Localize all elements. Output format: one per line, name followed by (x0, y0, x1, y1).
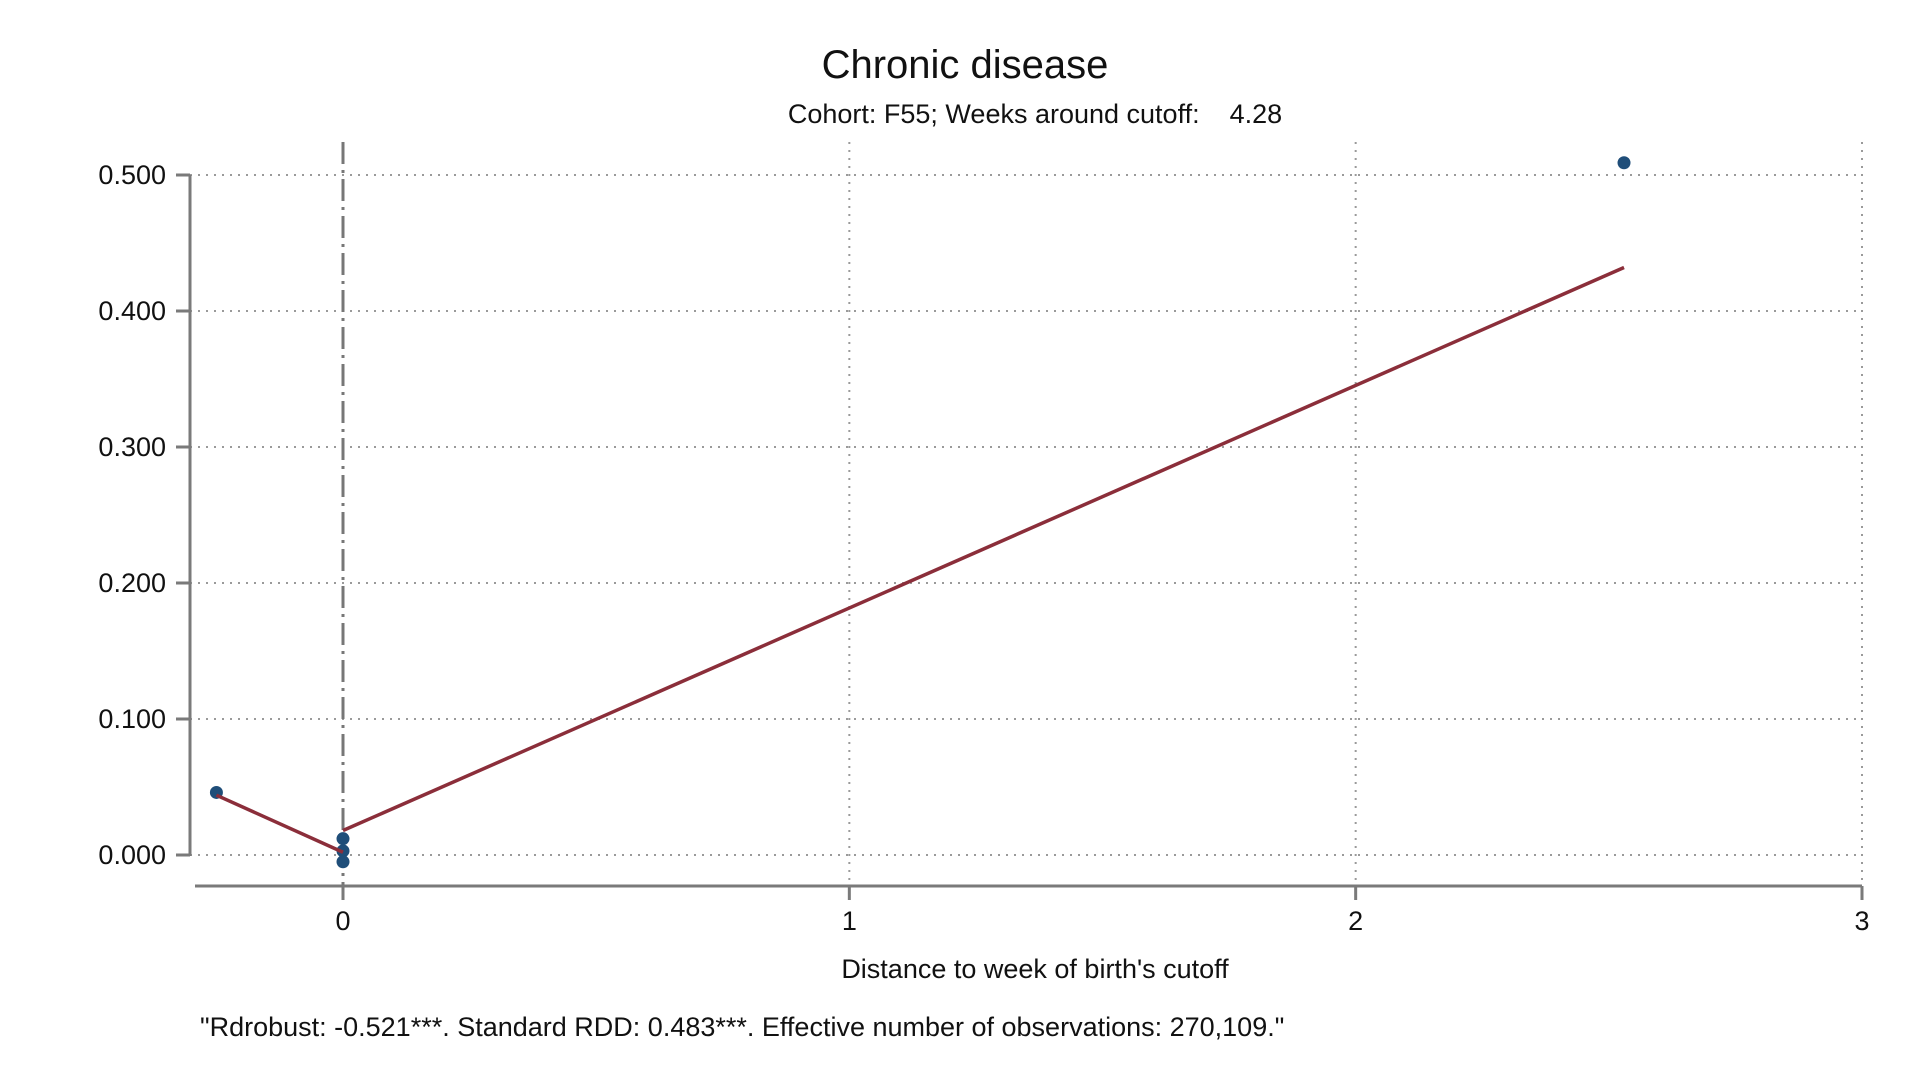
fit-line (342, 265, 1625, 833)
y-tick-label: 0.500 (98, 160, 166, 190)
grid-layer (190, 142, 1863, 886)
fit-line (215, 793, 344, 854)
chart-note: "Rdrobust: -0.521***. Standard RDD: 0.48… (200, 1012, 1284, 1042)
x-tick-label: 1 (842, 906, 857, 936)
chart-subtitle: Cohort: F55; Weeks around cutoff: 4.28 (788, 99, 1282, 129)
x-tick-label: 3 (1854, 906, 1869, 936)
y-tick-label: 0.400 (98, 296, 166, 326)
y-tick-label: 0.200 (98, 568, 166, 598)
data-point (336, 832, 350, 846)
y-tick-label: 0.300 (98, 432, 166, 462)
data-point (336, 855, 350, 869)
data-point (1617, 156, 1631, 170)
marks-layer (209, 156, 1631, 869)
x-tick-label: 2 (1348, 906, 1363, 936)
chart-title: Chronic disease (822, 43, 1109, 87)
y-tick-label: 0.100 (98, 704, 166, 734)
x-tick-label: 0 (335, 906, 350, 936)
axes-layer: 0.000 0.100 0.200 0.300 0.400 0.500 0 1 2 3 (98, 160, 1869, 936)
x-axis-label: Distance to week of birth's cutoff (841, 954, 1229, 984)
y-tick-label: 0.000 (98, 840, 166, 870)
